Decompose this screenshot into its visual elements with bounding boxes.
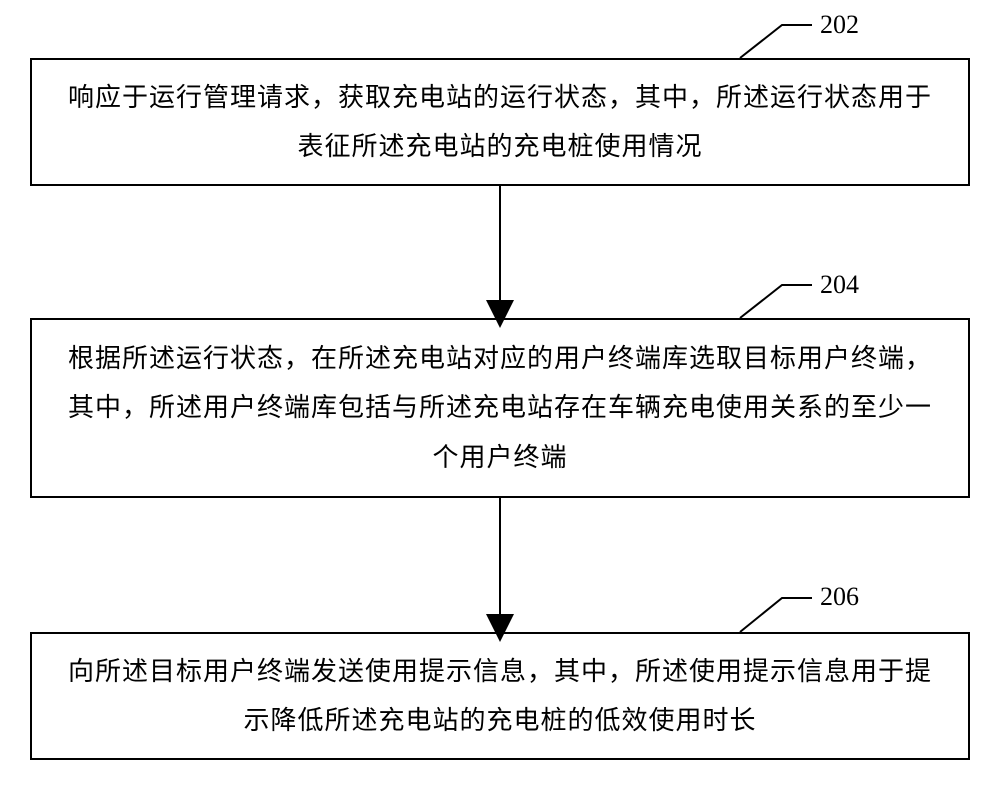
flow-arrow <box>0 0 1000 809</box>
flowchart-canvas: 响应于运行管理请求，获取充电站的运行状态，其中，所述运行状态用于表征所述充电站的… <box>0 0 1000 809</box>
